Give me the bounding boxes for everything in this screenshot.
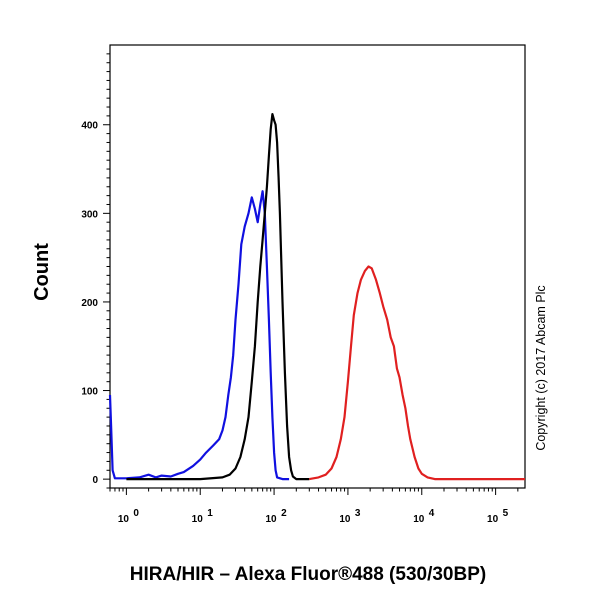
series-layer [108, 113, 525, 481]
x-tick-label: 10 [339, 514, 351, 525]
y-tick-label: 100 [81, 387, 98, 398]
y-tick-label: 200 [81, 298, 98, 309]
series-line-3 [309, 265, 525, 481]
x-tick-label: 10 [266, 514, 278, 525]
y-axis: 0 100 200 300 400 [81, 53, 110, 489]
copyright-annotation: Copyright (c) 2017 Abcam Plc [534, 285, 548, 450]
x-tick-exponent: 4 [429, 508, 435, 519]
x-tick-exponent: 5 [503, 508, 509, 519]
x-tick-exponent: 0 [133, 508, 139, 519]
y-tick-label: 300 [81, 209, 98, 220]
x-tick-label: 10 [413, 514, 425, 525]
x-tick-exponent: 2 [281, 508, 287, 519]
x-tick-label: 10 [118, 514, 130, 525]
x-axis-title: HIRA/HIR – Alexa Fluor®488 (530/30BP) [130, 564, 486, 585]
plot-frame [109, 44, 526, 489]
y-axis-title: Count [31, 243, 53, 301]
series-line-1 [108, 190, 290, 481]
x-tick-exponent: 3 [355, 508, 361, 519]
x-tick-exponent: 1 [207, 508, 213, 519]
x-tick-label: 10 [487, 514, 499, 525]
series-line-2 [126, 113, 310, 481]
x-tick-label: 10 [192, 514, 204, 525]
y-tick-label: 0 [92, 475, 98, 486]
y-tick-label: 400 [81, 121, 98, 132]
